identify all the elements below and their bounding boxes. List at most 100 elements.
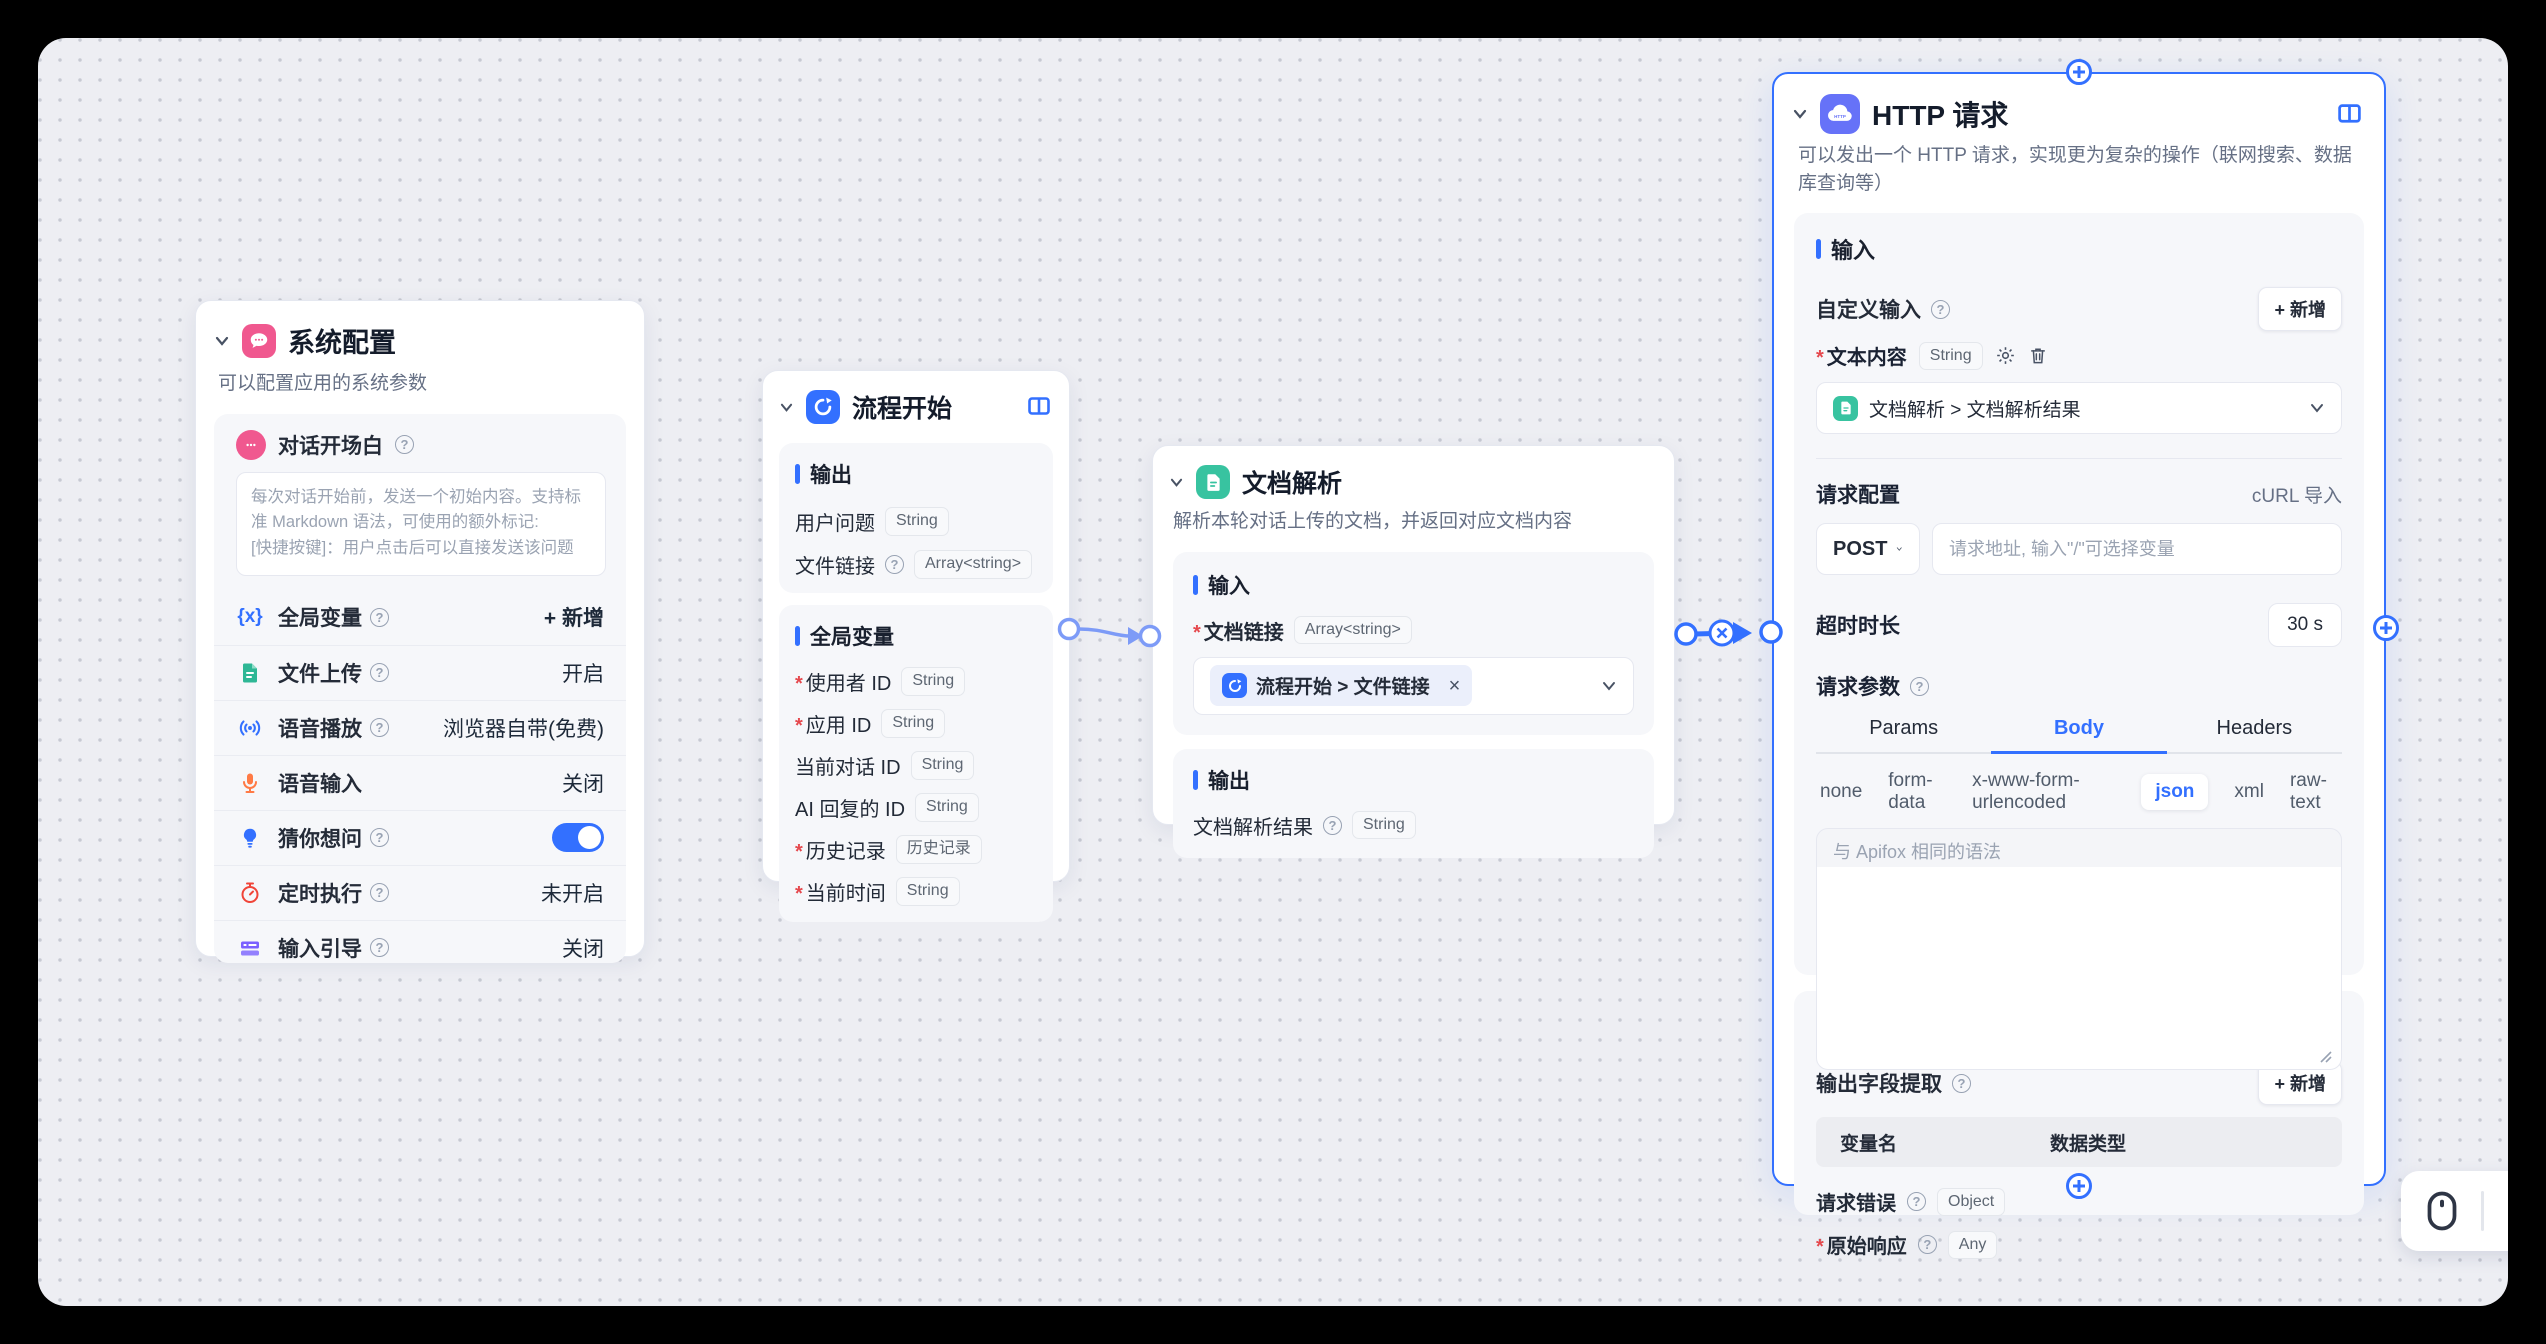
- mouse-icon[interactable]: [2427, 1191, 2457, 1231]
- row-label: 语音播放: [278, 717, 362, 741]
- row-label: 定时执行: [278, 882, 362, 906]
- column-variable-name: 变量名: [1840, 1133, 1898, 1155]
- section-label: 输出: [1193, 765, 1634, 795]
- collapse-chevron-icon[interactable]: [779, 402, 794, 413]
- help-icon[interactable]: ?: [1952, 1073, 1971, 1093]
- help-icon[interactable]: ?: [370, 938, 389, 958]
- node-flow-start[interactable]: 流程开始 输出 用户问题 String 文件链接 ? Array<string>…: [762, 370, 1070, 922]
- method-select[interactable]: POST: [1816, 523, 1920, 576]
- section-label: 全局变量: [795, 621, 1037, 651]
- help-icon[interactable]: ?: [885, 555, 904, 574]
- field-name: 使用者 ID: [795, 667, 892, 696]
- doc-parse-input: 输入 文档链接 Array<string> 流程开始 > 文件链接 ×: [1173, 551, 1654, 735]
- field-name: 文件链接: [795, 556, 875, 578]
- svg-text:HTTP: HTTP: [1834, 114, 1846, 119]
- doc-parse-output: 输出 文档解析结果 ? String: [1173, 748, 1654, 858]
- workflow-canvas[interactable]: 系统配置 可以配置应用的系统参数 对话开场白 ? {x} 全局变量? + 新增: [38, 38, 2508, 1306]
- help-icon[interactable]: ?: [1323, 815, 1342, 835]
- tab-params[interactable]: Params: [1869, 717, 1939, 740]
- node-subtitle: 可以发出一个 HTTP 请求，实现更为复杂的操作（联网搜索、数据库查询等）: [1798, 145, 2352, 194]
- row-label: 语音输入: [278, 772, 362, 796]
- body-type-none[interactable]: none: [1820, 781, 1863, 803]
- book-icon[interactable]: [2337, 103, 2362, 126]
- node-system-config[interactable]: 系统配置 可以配置应用的系统参数 对话开场白 ? {x} 全局变量? + 新增: [195, 300, 645, 963]
- doc-link-selector[interactable]: 流程开始 > 文件链接 ×: [1193, 656, 1634, 715]
- body-type-form-data[interactable]: form-data: [1888, 770, 1933, 814]
- section-label: 输入: [1816, 233, 2342, 265]
- opening-textarea[interactable]: [236, 471, 606, 576]
- chevron-down-icon[interactable]: [1601, 680, 1617, 692]
- connect-handle-bottom[interactable]: [2066, 1173, 2092, 1199]
- variable-chip[interactable]: 流程开始 > 文件链接 ×: [1210, 665, 1473, 707]
- body-type-x-www-form-urlencoded[interactable]: x-www-form-urlencoded: [1972, 770, 2080, 814]
- global-row: 当前时间 String: [795, 877, 1037, 906]
- node-http-request[interactable]: HTTP HTTP 请求 可以发出一个 HTTP 请求，实现更为复杂的操作（联网…: [1772, 72, 2386, 1259]
- help-icon[interactable]: ?: [395, 435, 414, 455]
- params-tabs: Params Body Headers: [1816, 717, 2342, 755]
- help-icon[interactable]: ?: [370, 607, 389, 627]
- help-icon[interactable]: ?: [1931, 299, 1950, 319]
- collapse-chevron-icon[interactable]: [214, 335, 230, 347]
- add-custom-input-button[interactable]: + 新增: [2258, 287, 2342, 332]
- help-icon[interactable]: ?: [370, 718, 389, 738]
- request-config-label: 请求配置: [1816, 484, 1900, 508]
- connect-handle-top[interactable]: [2066, 59, 2092, 85]
- global-row: 使用者 ID String: [795, 667, 1037, 696]
- remove-chip-icon[interactable]: ×: [1448, 674, 1461, 697]
- row-value: 关闭: [562, 772, 604, 796]
- row-input-guide[interactable]: 输入引导? 关闭: [214, 919, 626, 975]
- row-value: 浏览器自带(免费): [443, 717, 604, 741]
- system-config-body: 对话开场白 ? {x} 全局变量? + 新增 文件上传? 开启 语音播放: [214, 413, 626, 963]
- body-type-xml[interactable]: xml: [2234, 781, 2264, 803]
- url-input[interactable]: [1932, 523, 2342, 576]
- collapse-chevron-icon[interactable]: [1169, 477, 1184, 488]
- book-icon[interactable]: [1027, 396, 1051, 418]
- active-tab-underline: [1991, 751, 2167, 755]
- help-icon[interactable]: ?: [1917, 1235, 1937, 1255]
- field-name: AI 回复的 ID: [795, 799, 906, 821]
- chip-label: 流程开始 > 文件链接: [1256, 677, 1430, 699]
- timeout-value[interactable]: 30 s: [2268, 603, 2342, 648]
- connect-handle-right[interactable]: [2373, 615, 2399, 641]
- help-icon[interactable]: ?: [370, 828, 389, 848]
- add-variable-button[interactable]: + 新增: [543, 607, 604, 631]
- body-type-json[interactable]: json: [2141, 774, 2209, 811]
- node-doc-parse[interactable]: 文档解析 解析本轮对话上传的文档，并返回对应文档内容 输入 文档链接 Array…: [1152, 445, 1675, 858]
- guess-questions-toggle[interactable]: [552, 823, 604, 853]
- row-voice-playback[interactable]: 语音播放? 浏览器自带(免费): [214, 699, 626, 755]
- type-badge: String: [895, 877, 960, 906]
- type-badge: 历史记录: [895, 835, 982, 864]
- row-global-variables[interactable]: {x} 全局变量? + 新增: [214, 590, 626, 645]
- help-icon[interactable]: ?: [370, 883, 389, 903]
- body-type-raw-text[interactable]: raw-text: [2289, 770, 2327, 814]
- type-badge: String: [915, 793, 979, 822]
- trash-icon[interactable]: [2028, 345, 2048, 366]
- opening-label: 对话开场白: [278, 434, 383, 458]
- collapse-chevron-icon[interactable]: [1792, 108, 1808, 120]
- text-content-selector[interactable]: 文档解析 > 文档解析结果: [1816, 382, 2342, 435]
- lightbulb-icon: [236, 824, 264, 852]
- json-body-editor[interactable]: [1816, 828, 2342, 1071]
- row-guess-questions[interactable]: 猜你想问?: [214, 809, 626, 865]
- gear-icon[interactable]: [1995, 345, 2016, 366]
- curl-import-button[interactable]: cURL 导入: [2251, 485, 2342, 507]
- help-icon[interactable]: ?: [370, 663, 389, 683]
- type-badge: String: [1918, 341, 1983, 370]
- tab-headers[interactable]: Headers: [2216, 717, 2293, 740]
- field-name: 用户问题: [795, 513, 875, 535]
- type-badge: String: [901, 667, 966, 696]
- output-row: 文件链接 ? Array<string>: [795, 550, 1037, 579]
- chevron-down-icon[interactable]: [2309, 402, 2325, 414]
- help-icon[interactable]: ?: [1907, 1192, 1926, 1212]
- edge-delete-button: [1708, 619, 1736, 647]
- help-icon[interactable]: ?: [1910, 676, 1929, 696]
- section-label: 输出: [795, 459, 1037, 489]
- row-voice-input[interactable]: 语音输入 关闭: [214, 754, 626, 810]
- pointer-mode-panel[interactable]: [2401, 1171, 2508, 1251]
- row-scheduled-run[interactable]: 定时执行? 未开启: [214, 864, 626, 920]
- resize-handle[interactable]: [2318, 1049, 2332, 1063]
- doc-parse-icon: [1196, 465, 1230, 499]
- row-file-upload[interactable]: 文件上传? 开启: [214, 644, 626, 700]
- tab-body[interactable]: Body: [1991, 717, 2167, 755]
- field-name: 文档链接: [1193, 616, 1284, 645]
